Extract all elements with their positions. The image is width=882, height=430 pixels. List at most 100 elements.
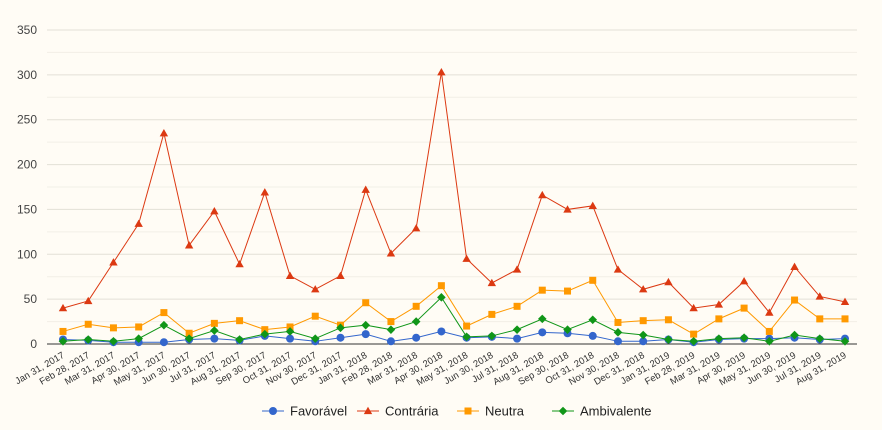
data-point-ambivalente bbox=[437, 293, 446, 302]
legend-label-neutra: Neutra bbox=[485, 404, 525, 419]
data-point-contraria bbox=[437, 67, 446, 76]
data-point-neutra bbox=[412, 302, 420, 310]
data-point-contraria bbox=[134, 219, 143, 227]
series-line-ambivalente bbox=[62, 296, 846, 342]
data-point-neutra bbox=[841, 315, 849, 323]
data-point-contraria bbox=[689, 303, 698, 312]
data-point-neutra bbox=[513, 302, 521, 310]
data-point-contraria bbox=[790, 262, 799, 270]
data-point-ambivalente bbox=[487, 331, 497, 341]
data-point-contraria bbox=[285, 271, 295, 279]
data-point-ambivalente bbox=[411, 317, 421, 326]
data-point-neutra bbox=[84, 320, 92, 328]
data-point-neutra bbox=[236, 317, 244, 325]
data-point-favoravel bbox=[159, 338, 168, 347]
data-point-contraria bbox=[210, 207, 219, 215]
data-point-ambivalente bbox=[336, 323, 345, 333]
data-point-neutra bbox=[463, 322, 471, 330]
data-point-contraria bbox=[462, 254, 471, 262]
data-point-favoravel bbox=[613, 337, 622, 346]
legend-label-favoravel: Favorável bbox=[290, 404, 347, 419]
data-point-ambivalente bbox=[462, 332, 471, 342]
y-tick-label: 150 bbox=[17, 202, 37, 216]
data-point-ambivalente bbox=[260, 329, 270, 339]
data-point-ambivalente bbox=[58, 337, 68, 346]
data-point-ambivalente bbox=[840, 337, 850, 346]
data-point-ambivalente bbox=[588, 315, 598, 325]
y-tick-label: 100 bbox=[17, 247, 37, 261]
data-point-contraria bbox=[563, 205, 572, 213]
y-tick-label: 300 bbox=[17, 68, 37, 82]
data-point-ambivalente bbox=[613, 328, 623, 337]
data-point-contraria bbox=[84, 296, 93, 305]
data-point-neutra bbox=[109, 324, 117, 332]
data-point-contraria bbox=[765, 308, 774, 316]
data-point-neutra bbox=[538, 286, 546, 294]
data-point-ambivalente bbox=[739, 333, 749, 343]
data-point-neutra bbox=[765, 327, 773, 335]
data-point-neutra bbox=[614, 318, 622, 326]
data-point-neutra bbox=[690, 330, 698, 338]
data-point-contraria bbox=[815, 292, 824, 300]
data-point-contraria bbox=[739, 277, 749, 285]
data-point-contraria bbox=[361, 185, 370, 193]
data-point-contraria bbox=[638, 285, 648, 293]
data-point-ambivalente bbox=[714, 334, 724, 343]
series-line-contraria bbox=[62, 72, 846, 314]
data-point-neutra bbox=[59, 327, 67, 335]
data-point-ambivalente bbox=[184, 334, 194, 343]
data-point-contraria bbox=[613, 265, 623, 273]
data-point-ambivalente bbox=[563, 325, 572, 334]
data-point-contraria bbox=[109, 258, 118, 266]
data-point-ambivalente bbox=[689, 337, 698, 346]
data-point-neutra bbox=[816, 315, 824, 323]
data-point-ambivalente bbox=[537, 314, 547, 324]
data-point-neutra bbox=[715, 315, 723, 323]
data-point-ambivalente bbox=[109, 337, 118, 346]
data-point-neutra bbox=[160, 309, 168, 317]
data-point-ambivalente bbox=[815, 334, 825, 343]
data-point-ambivalente bbox=[134, 334, 143, 343]
data-point-neutra bbox=[210, 319, 218, 327]
data-point-contraria bbox=[184, 241, 194, 249]
series-line-neutra bbox=[62, 279, 845, 335]
data-point-contraria bbox=[260, 188, 270, 196]
data-point-neutra bbox=[311, 312, 319, 320]
data-point-neutra bbox=[664, 316, 672, 324]
data-point-contraria bbox=[588, 201, 597, 209]
data-point-ambivalente bbox=[638, 330, 648, 340]
legend-marker-contraria bbox=[363, 406, 373, 415]
y-tick-label: 350 bbox=[17, 23, 37, 37]
data-point-contraria bbox=[58, 303, 68, 312]
data-point-neutra bbox=[286, 323, 294, 331]
data-point-neutra bbox=[564, 287, 572, 295]
data-point-neutra bbox=[185, 329, 193, 337]
data-point-favoravel bbox=[412, 333, 421, 342]
data-point-ambivalente bbox=[83, 335, 93, 344]
data-point-ambivalente bbox=[765, 337, 774, 346]
data-point-contraria bbox=[311, 285, 320, 293]
data-point-favoravel bbox=[210, 334, 219, 343]
series-line-favoravel bbox=[62, 330, 846, 343]
legend-label-contraria: Contrária bbox=[385, 404, 439, 419]
data-point-favoravel bbox=[336, 333, 345, 342]
data-point-contraria bbox=[538, 190, 547, 199]
data-point-favoravel bbox=[639, 337, 648, 346]
data-point-neutra bbox=[589, 276, 597, 284]
data-point-neutra bbox=[362, 299, 370, 307]
data-point-ambivalente bbox=[790, 330, 799, 340]
data-point-ambivalente bbox=[664, 335, 673, 344]
data-point-ambivalente bbox=[285, 327, 295, 336]
data-point-ambivalente bbox=[310, 334, 320, 343]
data-point-ambivalente bbox=[159, 320, 169, 330]
data-point-ambivalente bbox=[512, 325, 522, 334]
data-point-neutra bbox=[437, 282, 445, 290]
data-point-favoravel bbox=[286, 334, 295, 343]
data-point-neutra bbox=[261, 326, 269, 334]
data-point-ambivalente bbox=[386, 325, 396, 334]
data-point-neutra bbox=[791, 296, 799, 304]
data-point-neutra bbox=[488, 310, 496, 318]
data-point-contraria bbox=[386, 249, 396, 257]
